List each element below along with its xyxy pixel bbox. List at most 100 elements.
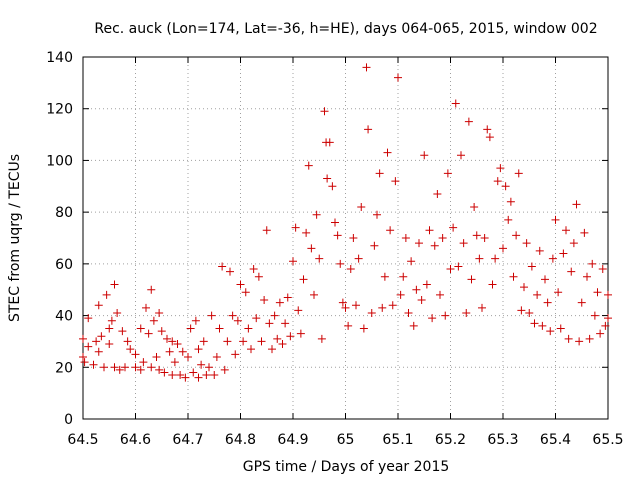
data-point (212, 352, 221, 361)
data-point (118, 327, 127, 336)
data-point (520, 283, 528, 292)
data-point (210, 371, 219, 380)
grid-lines (83, 57, 608, 419)
data-point (399, 272, 408, 281)
data-point (296, 329, 305, 338)
data-point (268, 345, 276, 354)
data-point (142, 303, 150, 312)
data-point (281, 319, 290, 328)
data-point (441, 311, 450, 320)
data-point (239, 337, 248, 346)
x-tick-label: 64.6 (120, 432, 151, 448)
data-point (94, 347, 103, 356)
data-point (260, 296, 269, 305)
data-point (294, 306, 303, 315)
data-point (299, 275, 308, 284)
data-point (136, 324, 145, 333)
data-point (562, 226, 570, 235)
data-point (588, 259, 597, 268)
y-tick-label: 120 (46, 102, 73, 118)
data-point (569, 239, 578, 248)
data-point (478, 303, 486, 312)
data-point (147, 363, 156, 372)
data-point (249, 265, 258, 274)
data-point (420, 151, 429, 160)
data-point (577, 298, 586, 307)
data-point (302, 228, 311, 237)
data-points (79, 63, 612, 382)
data-point (233, 316, 242, 325)
data-point (522, 239, 531, 248)
data-point (315, 254, 324, 263)
data-point (535, 246, 544, 255)
x-tick-label: 64.9 (277, 432, 308, 448)
data-point (205, 363, 213, 372)
data-point (580, 228, 589, 237)
data-point (404, 308, 413, 317)
x-tick-label: 65.1 (382, 432, 413, 448)
data-point (559, 249, 568, 258)
x-tick-label: 65 (337, 432, 355, 448)
data-point (525, 308, 534, 317)
y-tick-label: 0 (64, 412, 73, 428)
data-point (226, 267, 234, 276)
data-point (391, 177, 400, 186)
data-point (517, 306, 526, 315)
data-point (231, 350, 240, 359)
data-point (407, 257, 416, 266)
chart-title: Rec. auck (Lon=174, Lat=-36, h=HE), days… (94, 21, 597, 37)
data-point (470, 202, 479, 211)
data-point (354, 254, 363, 263)
y-tick-label: 100 (46, 153, 73, 169)
data-point (425, 226, 434, 235)
data-point (333, 231, 342, 240)
data-point (454, 262, 463, 271)
data-point (433, 190, 442, 199)
y-tick-label: 40 (55, 309, 73, 325)
data-point (596, 329, 605, 338)
data-point (207, 311, 216, 320)
data-point (223, 337, 232, 346)
y-tick-label: 80 (55, 205, 73, 221)
data-point (493, 177, 502, 186)
data-point (194, 345, 203, 354)
data-point (496, 164, 505, 173)
x-tick-label: 64.7 (172, 432, 203, 448)
data-point (131, 363, 140, 372)
data-point (480, 234, 489, 242)
data-point (115, 365, 124, 374)
data-point (176, 371, 185, 380)
data-point (105, 324, 114, 333)
data-point (415, 239, 423, 248)
data-point (113, 308, 122, 317)
data-point (191, 316, 200, 325)
data-point (92, 337, 101, 346)
data-point (265, 319, 274, 328)
y-tick-label: 60 (55, 257, 73, 273)
data-point (572, 200, 581, 209)
axis-ticks: 64.5 64.6 64.7 64.8 64.9 65 65.1 65.2 65.3 65.4 65… (46, 50, 623, 448)
data-point (262, 226, 271, 235)
data-point (504, 215, 513, 224)
data-point (270, 311, 279, 320)
data-point (459, 239, 468, 248)
data-point (485, 133, 494, 142)
data-point (155, 365, 164, 374)
data-point (601, 321, 610, 330)
data-point (168, 371, 177, 380)
data-point (199, 337, 208, 346)
data-point (338, 298, 347, 307)
data-point (236, 280, 245, 289)
y-tick-label: 140 (46, 50, 73, 66)
data-point (89, 360, 98, 369)
data-point (449, 223, 458, 232)
data-point (252, 314, 261, 323)
data-point (443, 169, 452, 178)
data-point (157, 327, 166, 336)
data-point (163, 334, 171, 343)
x-axis-label: GPS time / Days of year 2015 (243, 459, 450, 475)
data-point (275, 298, 284, 307)
data-point (590, 311, 599, 320)
x-tick-label: 64.8 (225, 432, 256, 448)
data-point (228, 311, 237, 320)
